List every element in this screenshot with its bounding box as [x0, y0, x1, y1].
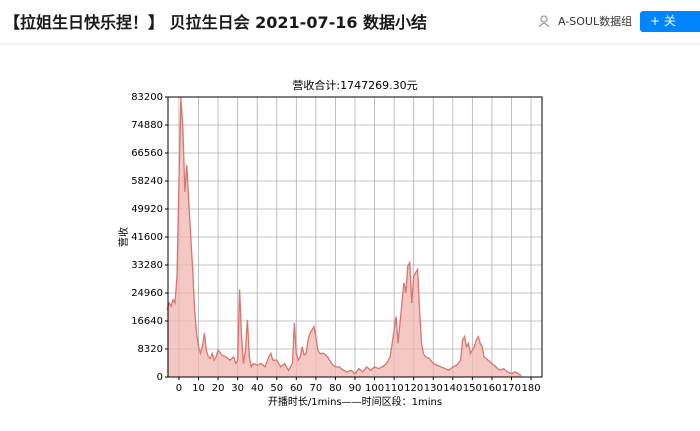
x-tick-label: 40: [251, 383, 264, 394]
y-tick-label: 66560: [131, 148, 163, 159]
y-tick-label: 41600: [131, 232, 163, 243]
follow-label[interactable]: + 关: [650, 14, 676, 28]
author[interactable]: A-SOUL数据组: [538, 13, 632, 29]
x-tick-label: 20: [212, 383, 225, 394]
plot-frame: [167, 96, 543, 378]
author-name[interactable]: A-SOUL数据组: [558, 15, 633, 28]
x-tick-label: 50: [270, 383, 283, 394]
y-axis-label: 营收: [117, 227, 130, 247]
x-tick-label: 60: [290, 383, 303, 394]
area-fill: [167, 97, 522, 378]
y-tick-label: 33280: [131, 260, 163, 271]
y-tick-label: 49920: [131, 204, 163, 215]
article-title: 【拉姐生日快乐捏！】 贝拉生日会 2021-07-16 数据小结: [4, 13, 428, 32]
x-tick-label: 150: [463, 383, 482, 394]
y-tick-label: 24960: [131, 288, 163, 299]
x-tick-label: 70: [310, 383, 323, 394]
author-icon: [538, 15, 550, 27]
x-tick-label: 140: [443, 383, 462, 394]
y-tick-label: 8320: [138, 344, 163, 355]
y-tick-label: 58240: [131, 176, 163, 187]
x-tick-label: 0: [176, 383, 182, 394]
x-tick-label: 130: [424, 383, 443, 394]
x-tick-label: 160: [482, 383, 501, 394]
follow-button[interactable]: + 关: [640, 11, 700, 32]
x-tick-label: 10: [192, 383, 205, 394]
x-tick-label: 100: [365, 383, 384, 394]
x-tick-label: 180: [521, 383, 540, 394]
area-line: [166, 97, 522, 377]
y-tick-label: 16640: [131, 316, 163, 327]
x-tick-label: 90: [349, 383, 362, 394]
x-tick-label: 110: [385, 383, 404, 394]
x-tick-label: 30: [231, 383, 244, 394]
x-tick-label: 170: [502, 383, 521, 394]
y-tick-label: 83200: [131, 92, 163, 103]
x-tick-label: 80: [329, 383, 342, 394]
chart-title: 营收合计:1747269.30元: [292, 78, 417, 92]
x-axis-label: 开播时长/1mins——时间区段：1mins: [268, 395, 442, 408]
y-tick-label: 0: [157, 372, 163, 383]
y-tick-label: 74880: [131, 120, 163, 131]
x-tick-label: 120: [404, 383, 423, 394]
